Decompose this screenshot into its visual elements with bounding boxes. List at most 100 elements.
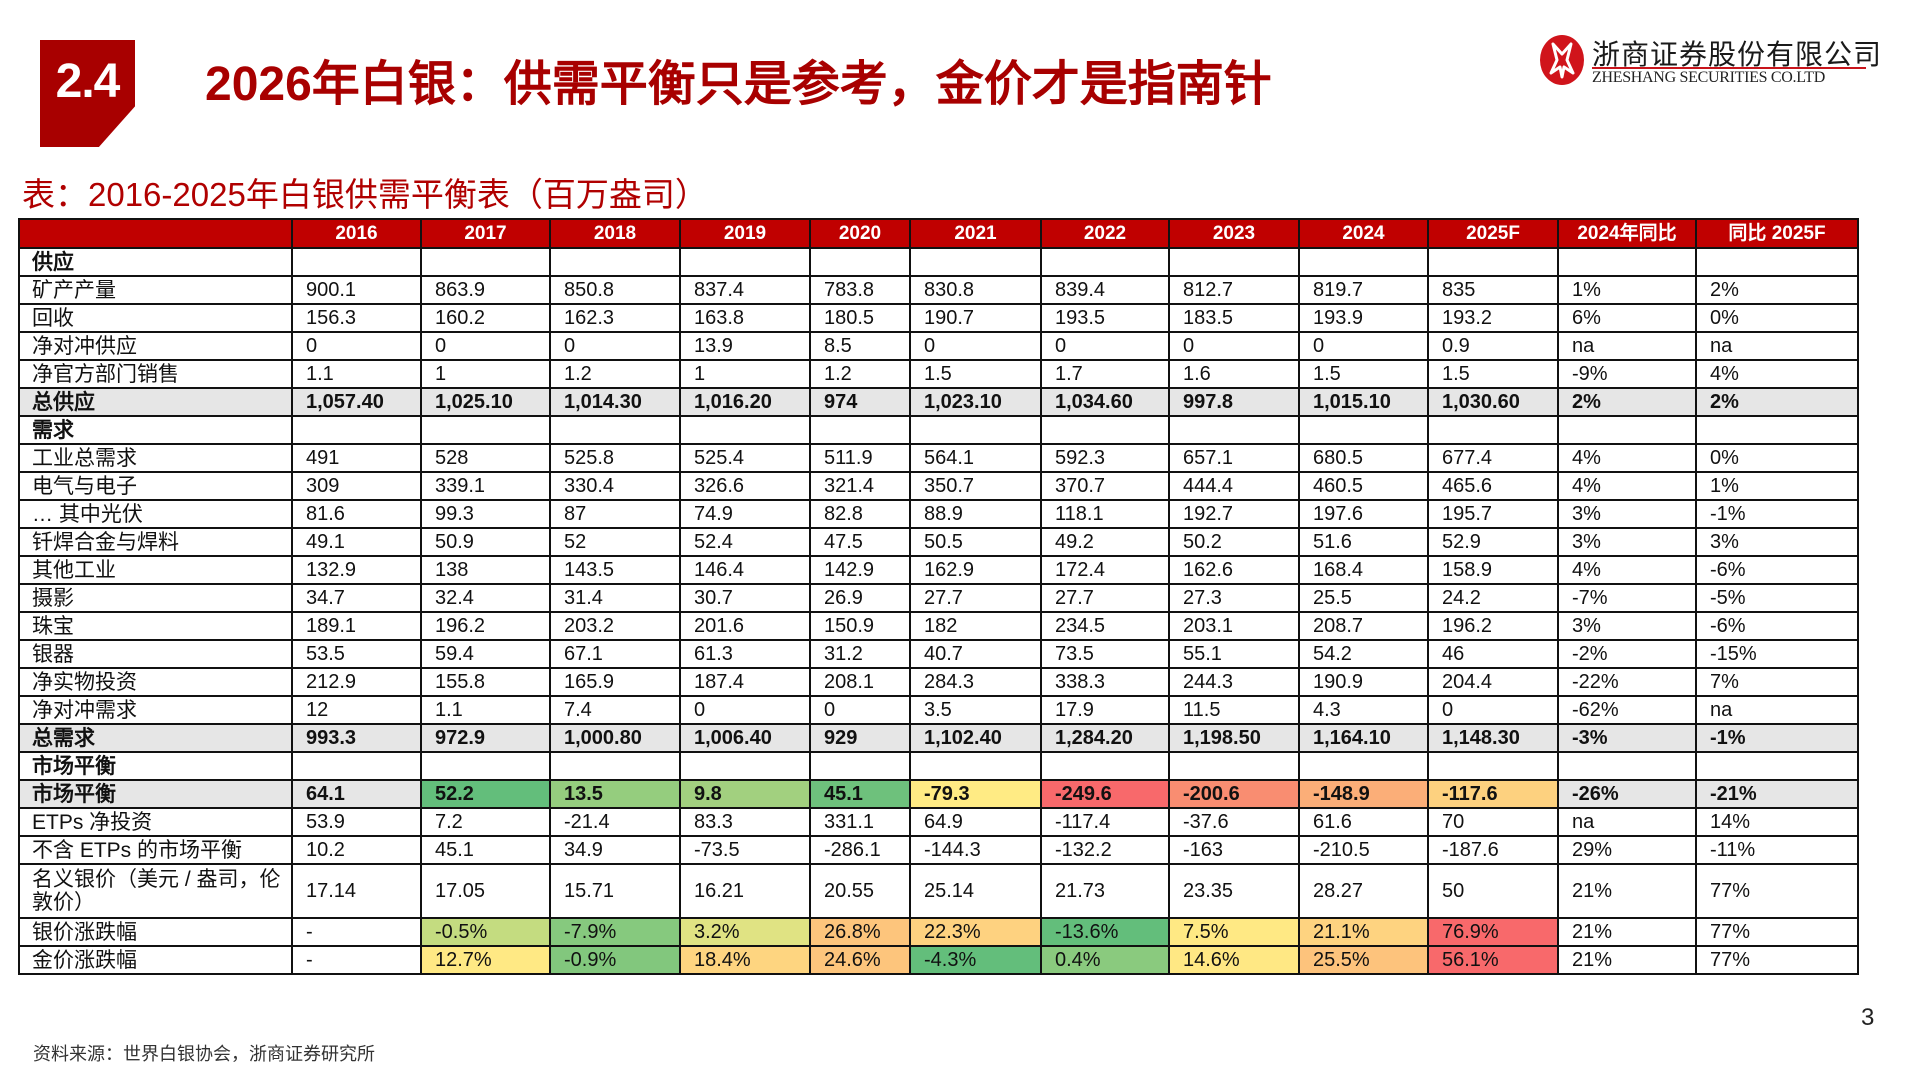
table-row: 供应	[18, 247, 1859, 277]
table-row: 名义银价（美元 / 盎司，伦敦价） 17.14 17.05 15.71 16.21 20.…	[18, 863, 1859, 919]
table-row: 矿产产量 900.1 863.9 850.8 837.4 783.8 830.8 839.4 8…	[18, 275, 1859, 305]
table-cell: 12.7%	[420, 945, 551, 975]
column-header: 2025F	[1427, 218, 1559, 249]
table-cell: 444.4	[1168, 471, 1300, 501]
table-cell: 212.9	[291, 667, 422, 697]
table-cell: 0	[809, 695, 911, 725]
table-cell: 50	[1427, 863, 1559, 919]
table-cell: 1	[679, 359, 811, 389]
table-cell: -3%	[1557, 723, 1697, 753]
table-cell: 338.3	[1040, 667, 1170, 697]
table-cell: 82.8	[809, 499, 911, 529]
table-cell: 830.8	[909, 275, 1042, 305]
table-row: 净官方部门销售 1.1 1 1.2 1 1.2 1.5 1.7 1.6 1.5 1.5 -9% 4%	[18, 359, 1859, 389]
table-cell: 197.6	[1298, 499, 1429, 529]
table-cell: 4%	[1557, 555, 1697, 585]
table-cell: -0.9%	[549, 945, 681, 975]
table-cell: 20.55	[809, 863, 911, 919]
row-label: 矿产产量	[18, 275, 293, 305]
table-cell: 1.7	[1040, 359, 1170, 389]
table-cell: -15%	[1695, 639, 1859, 669]
table-cell: 25.5	[1298, 583, 1429, 613]
table-cell: 7.5%	[1168, 917, 1300, 947]
table-cell: 180.5	[809, 303, 911, 333]
table-cell: 0	[1040, 331, 1170, 361]
table-cell: 1,030.60	[1427, 387, 1559, 417]
table-cell: 27.7	[1040, 583, 1170, 613]
column-header: 2016	[291, 218, 422, 249]
table-cell	[420, 247, 551, 277]
row-label: 市场平衡	[18, 779, 293, 809]
table-cell: 244.3	[1168, 667, 1300, 697]
table-cell: 40.7	[909, 639, 1042, 669]
zheshang-logo-icon	[1540, 35, 1584, 85]
table-cell: 77%	[1695, 917, 1859, 947]
table-cell	[1168, 751, 1300, 781]
table-cell: 21%	[1557, 945, 1697, 975]
table-cell: 592.3	[1040, 443, 1170, 473]
table-cell: na	[1695, 695, 1859, 725]
table-cell: 132.9	[291, 555, 422, 585]
table-cell: 1,006.40	[679, 723, 811, 753]
table-cell: 528	[420, 443, 551, 473]
column-header-label	[18, 218, 293, 249]
table-cell: 183.5	[1168, 303, 1300, 333]
table-cell: 195.7	[1427, 499, 1559, 529]
row-label: 工业总需求	[18, 443, 293, 473]
table-cell	[1298, 751, 1429, 781]
column-header: 2020	[809, 218, 911, 249]
table-cell: 835	[1427, 275, 1559, 305]
table-cell	[420, 751, 551, 781]
supply-demand-table: 2016 2017 2018 2019 2020 2021 2022 2023 2024 2025…	[18, 218, 1859, 975]
table-cell: 21.1%	[1298, 917, 1429, 947]
table-cell: 193.5	[1040, 303, 1170, 333]
table-cell: -132.2	[1040, 835, 1170, 865]
table-cell: 17.05	[420, 863, 551, 919]
table-cell: 564.1	[909, 443, 1042, 473]
table-cell: 64.1	[291, 779, 422, 809]
table-cell: -22%	[1557, 667, 1697, 697]
row-label: 净对冲需求	[18, 695, 293, 725]
table-cell: na	[1557, 331, 1697, 361]
table-cell: -4.3%	[909, 945, 1042, 975]
table-cell: 3%	[1557, 527, 1697, 557]
table-cell: 74.9	[679, 499, 811, 529]
table-cell: 0%	[1695, 443, 1859, 473]
table-cell: 190.7	[909, 303, 1042, 333]
table-cell: 138	[420, 555, 551, 585]
table-cell: -286.1	[809, 835, 911, 865]
table-cell: 350.7	[909, 471, 1042, 501]
table-cell: 680.5	[1298, 443, 1429, 473]
table-cell	[1298, 415, 1429, 445]
table-cell: 201.6	[679, 611, 811, 641]
table-caption: 表：2016-2025年白银供需平衡表（百万盎司）	[22, 176, 708, 213]
table-cell: 193.2	[1427, 303, 1559, 333]
table-cell: 26.8%	[809, 917, 911, 947]
table-cell: 24.2	[1427, 583, 1559, 613]
table-row: … 其中光伏 81.6 99.3 87 74.9 82.8 88.9 118.1 192.7 19…	[18, 499, 1859, 529]
table-cell	[291, 247, 422, 277]
table-cell: 52	[549, 527, 681, 557]
table-cell	[1040, 247, 1170, 277]
table-cell: 491	[291, 443, 422, 473]
page-number: 3	[1861, 1004, 1875, 1031]
table-cell: 76.9%	[1427, 917, 1559, 947]
table-cell: 146.4	[679, 555, 811, 585]
table-cell: na	[1695, 331, 1859, 361]
table-cell: -0.5%	[420, 917, 551, 947]
row-label: 需求	[18, 415, 293, 445]
table-cell: 30.7	[679, 583, 811, 613]
table-cell: 53.5	[291, 639, 422, 669]
table-cell: 53.9	[291, 807, 422, 837]
table-row: ETPs 净投资 53.9 7.2 -21.4 83.3 331.1 64.9 -117.4-…	[18, 807, 1859, 837]
table-cell: 3.2%	[679, 917, 811, 947]
table-cell: 31.2	[809, 639, 911, 669]
table-cell: 1.5	[909, 359, 1042, 389]
table-cell: 118.1	[1040, 499, 1170, 529]
table-cell: 55.1	[1168, 639, 1300, 669]
table-cell: 81.6	[291, 499, 422, 529]
table-cell: 0.9	[1427, 331, 1559, 361]
table-row: 钎焊合金与焊料 49.1 50.9 52 52.4 47.5 50.5 49.2 50.2 51.…	[18, 527, 1859, 557]
table-cell: 77%	[1695, 945, 1859, 975]
row-label: 钎焊合金与焊料	[18, 527, 293, 557]
